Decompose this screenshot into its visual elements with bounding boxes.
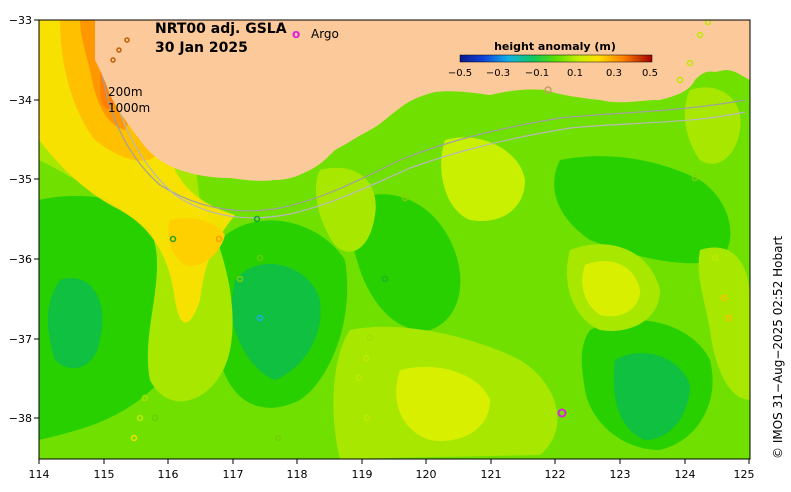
x-tick-label: 124 <box>675 468 696 481</box>
x-tick-label: 116 <box>158 468 179 481</box>
x-axis: 114 115 116 117 118 119 120 121 122 123 … <box>29 459 755 481</box>
colorbar-tick: −0.5 <box>448 68 472 79</box>
x-tick-label: 117 <box>223 468 244 481</box>
y-tick-label: −36 <box>9 253 32 266</box>
map-title: NRT00 adj. GSLA <box>155 21 287 37</box>
colorbar-tick: 0.1 <box>567 68 583 79</box>
colorbar-tick: −0.1 <box>525 68 549 79</box>
y-axis: −33 −34 −35 −36 −37 −38 <box>9 14 39 425</box>
colorbar-title: height anomaly (m) <box>494 40 616 53</box>
y-tick-label: −33 <box>9 14 32 27</box>
colorbar-gradient <box>459 54 653 63</box>
contour-label-200m: 200m <box>108 85 143 99</box>
y-tick-label: −37 <box>9 333 32 346</box>
x-tick-label: 119 <box>352 468 373 481</box>
imos-credit: © IMOS 31−Aug−2025 02:52 Hobart <box>771 236 785 459</box>
argo-legend-label: Argo <box>311 27 339 41</box>
x-tick-label: 123 <box>610 468 631 481</box>
colorbar-tick: −0.3 <box>486 68 510 79</box>
plot-frame <box>38 19 751 460</box>
anomaly-field <box>39 20 750 459</box>
argo-float-marker <box>557 408 567 418</box>
y-tick-label: −34 <box>9 94 32 107</box>
colorbar-tick: 0.5 <box>642 68 658 79</box>
y-tick-label: −38 <box>9 412 32 425</box>
x-tick-label: 125 <box>734 468 755 481</box>
y-tick-label: −35 <box>9 173 32 186</box>
colorbar-tick: 0.3 <box>606 68 622 79</box>
map-date: 30 Jan 2025 <box>155 40 248 56</box>
x-tick-label: 118 <box>287 468 308 481</box>
colorbar: height anomaly (m) −0.5 −0.3 −0.1 0.1 0.… <box>448 40 658 79</box>
x-tick-label: 115 <box>94 468 115 481</box>
argo-legend-icon: o <box>292 27 300 41</box>
x-tick-label: 114 <box>29 468 50 481</box>
x-tick-label: 121 <box>481 468 502 481</box>
x-tick-label: 122 <box>545 468 566 481</box>
x-tick-label: 120 <box>416 468 437 481</box>
contour-label-1000m: 1000m <box>108 101 150 115</box>
